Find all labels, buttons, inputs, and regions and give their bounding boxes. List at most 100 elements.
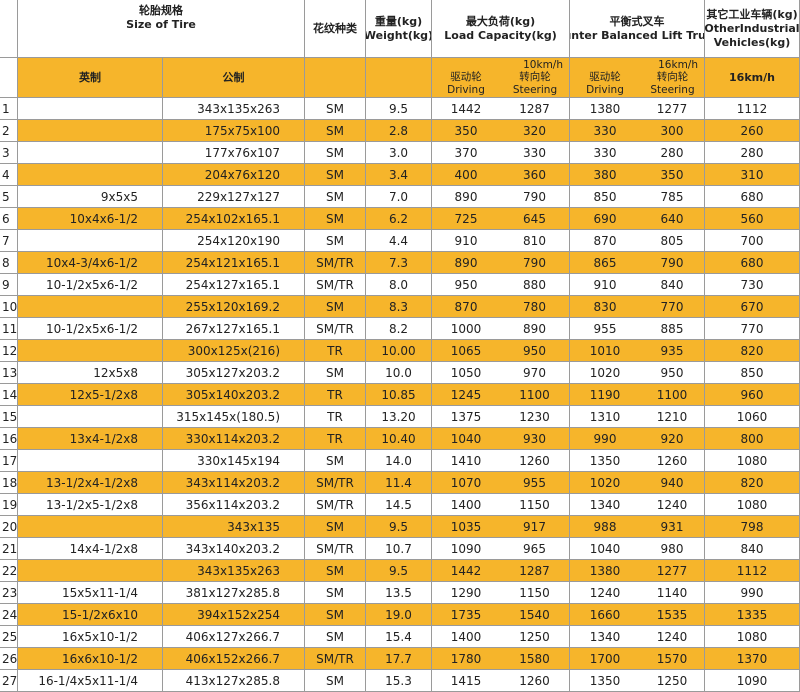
table-cell: 10.85 — [366, 384, 432, 406]
cell-text: 960 — [740, 387, 764, 402]
table-cell: 10x4-3/4x6-1/2 — [18, 252, 163, 274]
header-cell: 最大负荷(kg) Load Capacity(kg) — [432, 0, 570, 58]
cell-text: 770 — [660, 299, 684, 314]
cell-text: 26 — [2, 651, 18, 666]
table-cell: 10.00 — [366, 340, 432, 362]
cell-text: 356x114x203.2 — [185, 497, 280, 512]
table-cell: 1350 — [570, 450, 640, 472]
table-cell — [18, 164, 163, 186]
cell-text: 1150 — [519, 585, 550, 600]
table-cell: SM — [305, 560, 366, 582]
cell-text: 1040 — [450, 431, 482, 446]
table-cell: 1240 — [640, 494, 705, 516]
cell-text: 9 — [2, 277, 10, 292]
cell-text: 950 — [523, 343, 546, 358]
table-cell: 955 — [570, 318, 640, 340]
table-cell: 1080 — [705, 494, 800, 516]
table-cell: 9.5 — [366, 560, 432, 582]
cell-text: SM/TR — [316, 277, 354, 292]
table-cell: 4.4 — [366, 230, 432, 252]
table-cell: 1442 — [432, 560, 500, 582]
table-cell: 11.4 — [366, 472, 432, 494]
table-cell: 381x127x285.8 — [163, 582, 305, 604]
table-cell: 350 — [432, 120, 500, 142]
cell-text: 865 — [593, 255, 617, 270]
table-cell: 1150 — [500, 494, 570, 516]
cell-text: 890 — [454, 255, 478, 270]
table-cell: 910 — [432, 230, 500, 252]
cell-text: 840 — [660, 277, 684, 292]
cell-text: 810 — [523, 233, 546, 248]
table-cell: 4 — [0, 164, 18, 186]
cell-text: 305x140x203.2 — [185, 387, 280, 402]
cell-text: 850 — [740, 365, 764, 380]
cell-text: 1350 — [589, 453, 621, 468]
cell-text: 5 — [2, 189, 10, 204]
cell-text: 1230 — [519, 409, 550, 424]
table-cell: 960 — [705, 384, 800, 406]
header-text: Weight(kg) — [366, 28, 432, 42]
cell-text: 15-1/2x6x10 — [61, 607, 138, 622]
cell-text: 330 — [593, 123, 617, 138]
table-cell: 406x152x266.7 — [163, 648, 305, 670]
cell-text: 1660 — [589, 607, 621, 622]
cell-text: 177x76x107 — [204, 145, 280, 160]
table-cell: 1535 — [640, 604, 705, 626]
table-cell: 343x135x263 — [163, 98, 305, 120]
table-cell: 7.0 — [366, 186, 432, 208]
cell-text: 8.2 — [388, 321, 409, 336]
table-cell: 11 — [0, 318, 18, 340]
table-cell: 16-1/4x5x11-1/4 — [18, 670, 163, 692]
cell-text: 931 — [660, 519, 684, 534]
cell-text: 27 — [2, 673, 18, 688]
cell-text: 254x127x165.1 — [185, 277, 280, 292]
table-cell: 680 — [705, 186, 800, 208]
cell-text: 280 — [660, 145, 684, 160]
cell-text: 890 — [454, 189, 478, 204]
header-text: Driving — [447, 84, 485, 96]
cell-text: SM — [326, 145, 344, 160]
cell-text: 15.4 — [385, 629, 412, 644]
table-cell: 23 — [0, 582, 18, 604]
table-cell: 1090 — [432, 538, 500, 560]
table-cell: 980 — [640, 538, 705, 560]
table-cell — [18, 142, 163, 164]
header-text: 最大负荷(kg) — [465, 14, 536, 28]
cell-text: 1380 — [589, 563, 621, 578]
table-cell: 890 — [432, 252, 500, 274]
table-cell — [18, 230, 163, 252]
table-cell: 840 — [705, 538, 800, 560]
table-cell: 1010 — [570, 340, 640, 362]
cell-text: 955 — [523, 475, 546, 490]
cell-text: 330x145x194 — [197, 453, 280, 468]
cell-text: 3 — [2, 145, 10, 160]
table-cell: 1277 — [640, 98, 705, 120]
cell-text: 805 — [660, 233, 684, 248]
cell-text: 790 — [660, 255, 684, 270]
header-text: Size of Tire — [126, 18, 196, 31]
cell-text: 820 — [740, 343, 764, 358]
cell-text: 330 — [593, 145, 617, 160]
table-cell: 820 — [705, 340, 800, 362]
table-cell: 204x76x120 — [163, 164, 305, 186]
cell-text: 1070 — [450, 475, 482, 490]
cell-text: 10 — [2, 299, 18, 314]
table-cell: 16 — [0, 428, 18, 450]
cell-text: 1335 — [736, 607, 768, 622]
table-cell: 13.20 — [366, 406, 432, 428]
table-cell: 1340 — [570, 626, 640, 648]
table-cell: 1415 — [432, 670, 500, 692]
table-cell: 1050 — [432, 362, 500, 384]
header-cell — [0, 58, 18, 98]
table-cell: 810 — [500, 230, 570, 252]
table-cell: 280 — [705, 142, 800, 164]
table-cell: SM — [305, 120, 366, 142]
table-cell: 413x127x285.8 — [163, 670, 305, 692]
header-text: Steering — [512, 84, 558, 96]
table-cell: 406x127x266.7 — [163, 626, 305, 648]
table-cell: SM — [305, 670, 366, 692]
cell-text: 24 — [2, 607, 18, 622]
table-cell: 931 — [640, 516, 705, 538]
table-cell: 785 — [640, 186, 705, 208]
table-cell: 260 — [705, 120, 800, 142]
